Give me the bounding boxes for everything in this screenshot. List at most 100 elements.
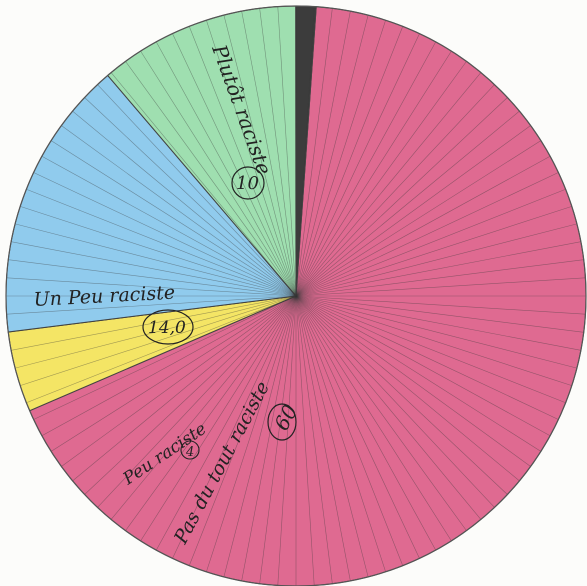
- ruled-line: [295, 20, 386, 297]
- ruled-line: [15, 223, 297, 297]
- ruled-line: [11, 241, 297, 297]
- ruled-line: [295, 41, 436, 297]
- ruled-line: [295, 295, 386, 572]
- ruled-line: [50, 140, 297, 297]
- ruled-line: [295, 295, 315, 586]
- ruled-line: [295, 295, 551, 436]
- ruled-line: [110, 72, 297, 297]
- ruled-line: [206, 20, 297, 297]
- ruled-line: [295, 206, 572, 297]
- ruled-line: [259, 8, 297, 297]
- ruled-line: [206, 295, 297, 572]
- slice-value-circle-pas-du-tout: [267, 403, 297, 441]
- ruled-line: [295, 295, 369, 577]
- ruled-line: [72, 295, 297, 482]
- ruled-line: [277, 295, 297, 586]
- ruled-line: [295, 295, 572, 386]
- ruled-line: [295, 295, 586, 315]
- ruled-line: [140, 50, 297, 297]
- ruled-line: [26, 295, 297, 404]
- ruled-line: [97, 295, 297, 508]
- ruled-line: [295, 50, 452, 297]
- ruled-line: [97, 84, 297, 297]
- ruled-line: [295, 172, 559, 297]
- ruled-lines: [6, 6, 586, 586]
- ruled-line: [295, 61, 467, 297]
- ruled-line: [61, 125, 297, 297]
- ruled-line: [295, 140, 542, 297]
- ruled-line: [223, 15, 297, 297]
- ruled-line: [61, 295, 297, 467]
- ruled-line: [241, 11, 297, 297]
- slice-value-circle-un-peu: [142, 309, 194, 345]
- ruled-line: [295, 295, 420, 559]
- ruled-line: [110, 295, 297, 520]
- ruled-line: [295, 295, 577, 369]
- ruled-line: [295, 295, 584, 333]
- ruled-line: [295, 295, 559, 420]
- ruled-line: [295, 6, 315, 297]
- ruled-line: [277, 6, 297, 297]
- ruled-line: [295, 11, 351, 297]
- slice-value-plutot: 10: [236, 173, 259, 194]
- slice-value-peu: 4: [185, 445, 194, 460]
- ruled-line: [295, 295, 495, 508]
- pie-slices: [5, 5, 587, 586]
- ruled-line: [295, 295, 542, 452]
- ruled-line: [295, 295, 482, 520]
- ruled-line: [295, 125, 531, 297]
- ruled-line: [295, 295, 581, 351]
- ruled-line: [295, 295, 566, 404]
- slice-value-un-peu: 14,0: [148, 318, 186, 338]
- ruled-line: [295, 156, 551, 297]
- ruled-line: [295, 84, 495, 297]
- ruled-line: [295, 223, 577, 297]
- ruled-line: [156, 41, 297, 297]
- ruled-line: [172, 33, 297, 297]
- ruled-line: [295, 110, 520, 297]
- ruled-line: [156, 295, 297, 551]
- slice-value-circle-peu: [180, 440, 200, 460]
- ruled-line: [72, 110, 297, 297]
- ruled-line: [125, 61, 297, 297]
- ruled-line: [295, 295, 452, 542]
- ruled-line: [41, 156, 297, 297]
- ruled-line: [33, 295, 297, 420]
- ruled-line: [188, 26, 297, 297]
- ruled-line: [295, 295, 508, 495]
- ruled-line: [295, 295, 520, 482]
- ruled-line: [6, 295, 297, 315]
- ruled-line: [295, 26, 404, 297]
- ruled-line: [172, 295, 297, 559]
- ruled-line: [295, 295, 333, 584]
- ruled-line: [11, 295, 297, 351]
- ruled-line: [84, 97, 297, 297]
- slice-value-circle-plutot: [231, 166, 265, 200]
- ruled-line: [41, 295, 297, 436]
- ruled-line: [84, 295, 297, 495]
- ruled-line: [295, 241, 581, 297]
- pie-outline: [5, 5, 587, 586]
- ruled-line: [295, 295, 351, 581]
- ruled-line: [50, 295, 297, 452]
- ruled-line: [295, 72, 482, 297]
- ruled-line: [140, 295, 297, 542]
- ruled-line: [20, 295, 297, 386]
- ruled-line: [295, 259, 584, 297]
- ruled-line: [8, 259, 297, 297]
- ruled-line: [26, 188, 297, 297]
- ruled-line: [295, 8, 333, 297]
- ruled-line: [295, 295, 531, 467]
- ruled-line: [6, 277, 297, 297]
- ruled-line: [188, 295, 297, 566]
- ruled-line: [295, 33, 420, 297]
- ruled-line: [20, 206, 297, 297]
- ruled-line: [295, 295, 404, 566]
- ruled-line: [125, 295, 297, 531]
- ruled-line: [295, 277, 586, 297]
- ruled-line: [223, 295, 297, 577]
- ruled-line: [295, 295, 436, 551]
- ruled-line: [15, 295, 297, 369]
